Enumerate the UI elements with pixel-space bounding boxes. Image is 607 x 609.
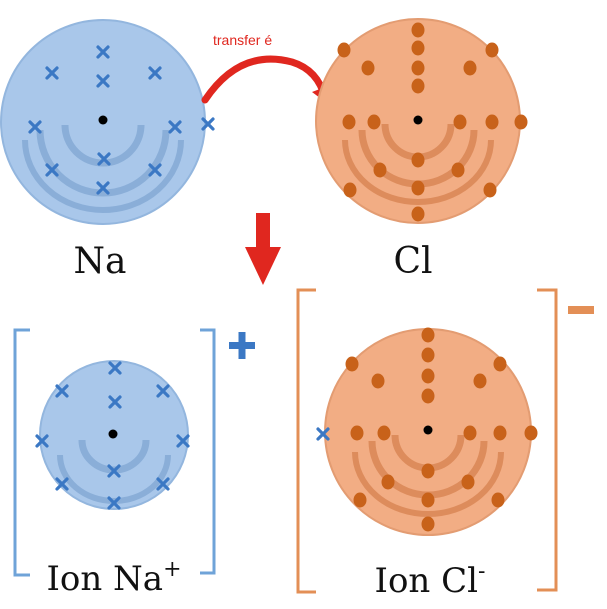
cl-ion-bracket-left [296,288,316,594]
cl-ion-label-text: Ion Cl [375,561,479,601]
cl-ion-label-charge: - [478,559,485,584]
cl-electron [411,152,425,168]
na-electron [96,181,110,195]
cl-ion-electron [345,356,359,372]
cl-ion-electrons [316,327,538,532]
na-electron [45,163,59,177]
cl-electron [337,42,351,58]
na-ion-bracket-left [13,328,30,577]
cl-electron [411,22,425,38]
cl-ion-electron [381,474,395,490]
na-electron [148,66,162,80]
na-ion-electron [55,384,69,398]
cl-ion-nucleus [423,425,433,435]
cl-ion-electron [371,373,385,389]
na-label: Na [74,241,127,282]
transfer-label: transfer é [213,32,272,48]
na-shell-middle [36,129,170,197]
na-ion: Ion Na+ [13,328,255,599]
na-ion-electron [107,464,121,478]
cl-ion: Ion Cl- [296,288,594,601]
cl-ion-electron [350,425,364,441]
cl-electron [342,114,356,130]
na-shell-inner [61,124,145,167]
cl-electron [451,162,465,178]
na-electron [96,74,110,88]
cl-electron [514,114,528,130]
na-ion-label-charge: + [163,557,181,582]
cl-electron [373,162,387,178]
cl-electron [361,60,375,76]
cl-electron [367,114,381,130]
na-electron [96,45,110,59]
cl-ion-electron [491,492,505,508]
cl-electrons [337,22,528,222]
cl-ion-electron [421,368,435,384]
na-ion-nucleus [108,429,118,439]
cl-electron [411,206,425,222]
cl-electron [485,42,499,58]
cl-electron [411,40,425,56]
na-ion-electron [108,361,122,375]
na-ion-electron [176,434,190,448]
cl-ion-bracket-right [537,288,558,592]
cl-ion-electron [421,347,435,363]
cl-electron [463,60,477,76]
na-electrons [28,45,215,195]
reaction-down-arrow [245,213,281,285]
na-electron [97,152,111,166]
cl-atom [315,18,528,224]
cl-electron [343,182,357,198]
na-ion-charge-sign [229,332,255,359]
cl-electron [453,114,467,130]
na-ion-electron [156,384,170,398]
cl-nucleus [413,115,423,125]
cl-ion-electron [377,425,391,441]
na-ion-electron [55,477,69,491]
na-ion-bracket-right [200,328,216,575]
down-arrow-shaft [256,213,270,249]
cl-ion-electron [421,463,435,479]
na-ion-electrons [35,361,190,510]
na-ion-electron [156,477,170,491]
cl-ion-electron [524,425,538,441]
cl-shell-outer [342,139,494,205]
transfer-arrow-curve [201,55,329,104]
na-ion-label: Ion Na+ [46,557,181,599]
cl-electron [483,182,497,198]
cl-electron [485,114,499,130]
na-nucleus [98,115,108,125]
cl-ion-electron [421,492,435,508]
na-electron [45,66,59,80]
cl-electron [411,60,425,76]
na-ion-label-text: Ion Na [46,559,163,599]
cl-ion-shell-outer [352,451,504,517]
cl-ion-electron [421,388,435,404]
cl-ion-electron [463,425,477,441]
cl-ion-charge-sign [568,306,594,314]
cl-label: Cl [393,241,432,282]
na-atom [0,19,215,225]
cl-ion-electron [493,425,507,441]
transferred-electron [316,427,330,441]
na-ion-electron [35,434,49,448]
na-electron [168,120,182,134]
cl-ion-electron [421,516,435,532]
down-arrow-head [245,247,281,285]
cl-ion-label: Ion Cl- [375,559,486,601]
cl-electron [411,78,425,94]
na-ion-electron [107,496,121,510]
na-electron [201,117,215,131]
cl-ion-electron [461,474,475,490]
na-ion-electron [108,395,122,409]
cl-ion-electron [421,327,435,343]
cl-ion-electron [473,373,487,389]
cl-ion-electron [353,492,367,508]
na-electron [28,120,42,134]
na-shell-outer [22,139,184,213]
na-electron [148,163,162,177]
cl-electron [411,180,425,196]
cl-ion-electron [493,356,507,372]
